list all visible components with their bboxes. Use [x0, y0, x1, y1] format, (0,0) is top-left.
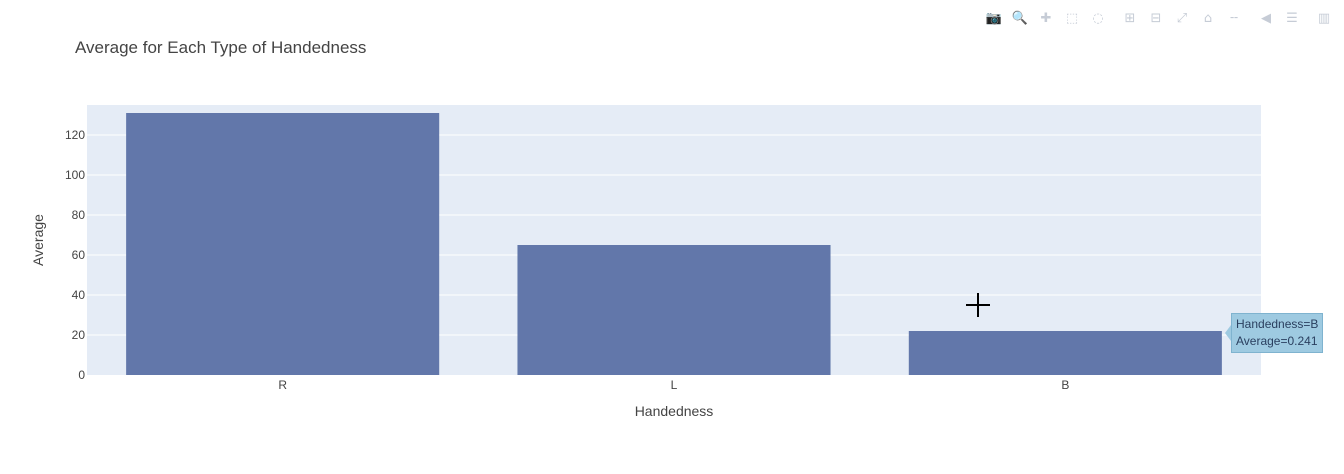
y-tick-label: 120	[65, 128, 85, 142]
pan-icon[interactable]: ✚	[1040, 10, 1052, 26]
y-tick-label: 80	[72, 208, 86, 222]
box-select-icon[interactable]: ⬚	[1065, 10, 1079, 26]
y-tick-label: 0	[78, 368, 85, 382]
zoom-icon[interactable]: 🔍	[1011, 10, 1029, 26]
hover-tooltip-arrow	[1225, 325, 1231, 341]
chart-title: Average for Each Type of Handedness	[75, 38, 367, 57]
bar-L[interactable]	[517, 245, 831, 375]
y-tick-label: 20	[72, 328, 86, 342]
hover-tooltip: Handedness=B Average=0.241	[1225, 313, 1324, 353]
y-tick-labels: 0 20 40 60 80 100 120	[65, 128, 85, 382]
hover-line-category: Handedness=B	[1236, 317, 1319, 331]
hover-compare-icon[interactable]: ☰	[1286, 10, 1298, 26]
hover-line-value: Average=0.241	[1236, 334, 1318, 348]
plotly-logo-icon[interactable]: ▥	[1317, 10, 1331, 26]
x-axis-title: Handedness	[635, 403, 714, 419]
y-tick-label: 60	[72, 248, 86, 262]
hover-closest-icon[interactable]: ◀	[1261, 10, 1271, 26]
bar-B[interactable]	[908, 331, 1222, 375]
lasso-select-icon[interactable]: ◌	[1092, 10, 1104, 26]
x-tick-label: R	[278, 378, 287, 392]
reset-axes-icon[interactable]: ⌂	[1203, 10, 1213, 26]
y-tick-label: 100	[65, 168, 85, 182]
x-tick-label: L	[671, 378, 678, 392]
spike-lines-icon[interactable]: ╌	[1230, 10, 1238, 26]
autoscale-icon[interactable]: ⤢	[1176, 10, 1188, 26]
x-tick-label: B	[1061, 378, 1069, 392]
zoom-out-icon[interactable]: ⊟	[1150, 10, 1162, 26]
zoom-in-icon[interactable]: ⊞	[1124, 10, 1136, 26]
bar-R[interactable]	[126, 113, 440, 375]
modebar: 📷 🔍 ✚ ⬚ ◌ ⊞ ⊟ ⤢ ⌂ ╌ ◀ ☰ ▥	[984, 8, 1334, 28]
y-tick-label: 40	[72, 288, 86, 302]
y-axis-title: Average	[30, 214, 46, 266]
crosshair-cursor	[966, 293, 990, 317]
download-plot-icon[interactable]: 📷	[985, 10, 1003, 26]
hover-tooltip-box: Handedness=B Average=0.241	[1231, 313, 1324, 353]
bars	[126, 113, 1222, 375]
